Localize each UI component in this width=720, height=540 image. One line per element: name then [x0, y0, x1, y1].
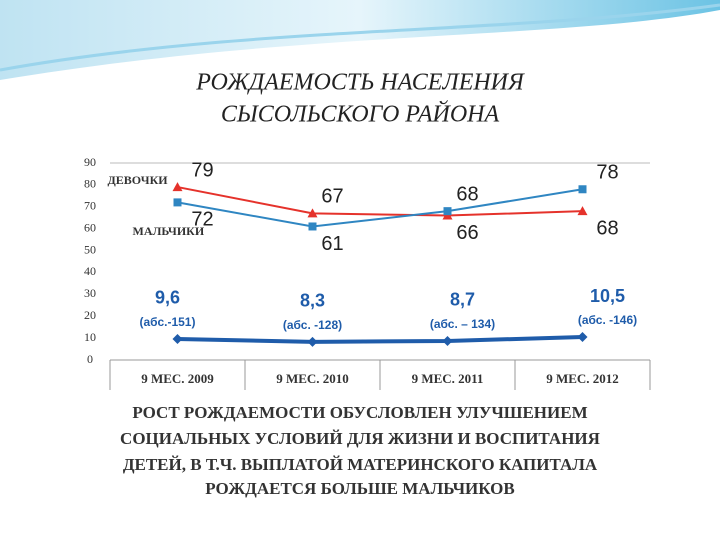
marker [308, 222, 317, 231]
marker [172, 333, 183, 344]
y-tick-label: 30 [84, 286, 96, 300]
data-label: 66 [456, 222, 478, 244]
footer-line: СОЦИАЛЬНЫХ УСЛОВИЙ ДЛЯ ЖИЗНИ И ВОСПИТАНИ… [120, 429, 600, 448]
data-label: 61 [321, 233, 343, 255]
data-label: 10,5 [590, 286, 625, 306]
data-label: 72 [191, 209, 213, 231]
y-tick-label: 40 [84, 264, 96, 278]
header-wave-line [0, 3, 720, 72]
series-line [177, 186, 583, 217]
marker [307, 336, 318, 347]
series-label: МАЛЬЧИКИ [133, 224, 205, 238]
data-label: 79 [191, 159, 213, 181]
annotation: (абс. -146) [578, 313, 637, 327]
data-label: 78 [596, 162, 618, 184]
footer-line: ДЕТЕЙ, В Т.Ч. ВЫПЛАТОЙ МАТЕРИНСКОГО КАПИ… [123, 455, 598, 474]
y-tick-label: 80 [84, 177, 96, 191]
y-tick-label: 0 [87, 352, 93, 366]
marker [307, 208, 318, 218]
data-label: 67 [321, 186, 343, 208]
x-tick-label: 9 МЕС. 2010 [276, 371, 349, 386]
series-line [177, 335, 583, 344]
footer-line: РОСТ РОЖДАЕМОСТИ ОБУСЛОВЛЕН УЛУЧШЕНИЕМ [132, 403, 587, 422]
marker [442, 335, 453, 346]
annotation: (абс. -128) [283, 318, 342, 332]
title-line: РОЖДАЕМОСТЬ НАСЕЛЕНИЯ [195, 70, 525, 96]
y-tick-label: 10 [84, 330, 96, 344]
header-wave [0, 0, 720, 80]
data-label: 8,3 [300, 291, 325, 311]
y-tick-label: 60 [84, 220, 96, 234]
y-tick-label: 90 [84, 155, 96, 169]
data-label: 9,6 [155, 288, 180, 308]
footer-line: РОЖДАЕТСЯ БОЛЬШЕ МАЛЬЧИКОВ [205, 479, 515, 498]
series-line [177, 188, 583, 228]
marker [173, 198, 182, 207]
y-tick-label: 50 [84, 242, 96, 256]
series-label: ДЕВОЧКИ [108, 173, 169, 187]
annotation: (абс. – 134) [430, 317, 495, 331]
title-line: СЫСОЛЬСКОГО РАЙОНА [221, 101, 500, 128]
y-tick-label: 70 [84, 199, 96, 213]
data-label: 68 [596, 217, 618, 239]
x-tick-label: 9 МЕС. 2012 [546, 371, 619, 386]
data-label: 68 [456, 183, 478, 205]
marker [577, 206, 588, 216]
data-label: 8,7 [450, 290, 475, 310]
annotation: (абс.-151) [140, 315, 196, 329]
x-tick-label: 9 МЕС. 2009 [141, 371, 214, 386]
marker [443, 207, 452, 216]
x-tick-label: 9 МЕС. 2011 [412, 371, 484, 386]
marker [172, 182, 183, 192]
marker [578, 185, 587, 194]
y-tick-label: 20 [84, 308, 96, 322]
marker [577, 332, 588, 343]
